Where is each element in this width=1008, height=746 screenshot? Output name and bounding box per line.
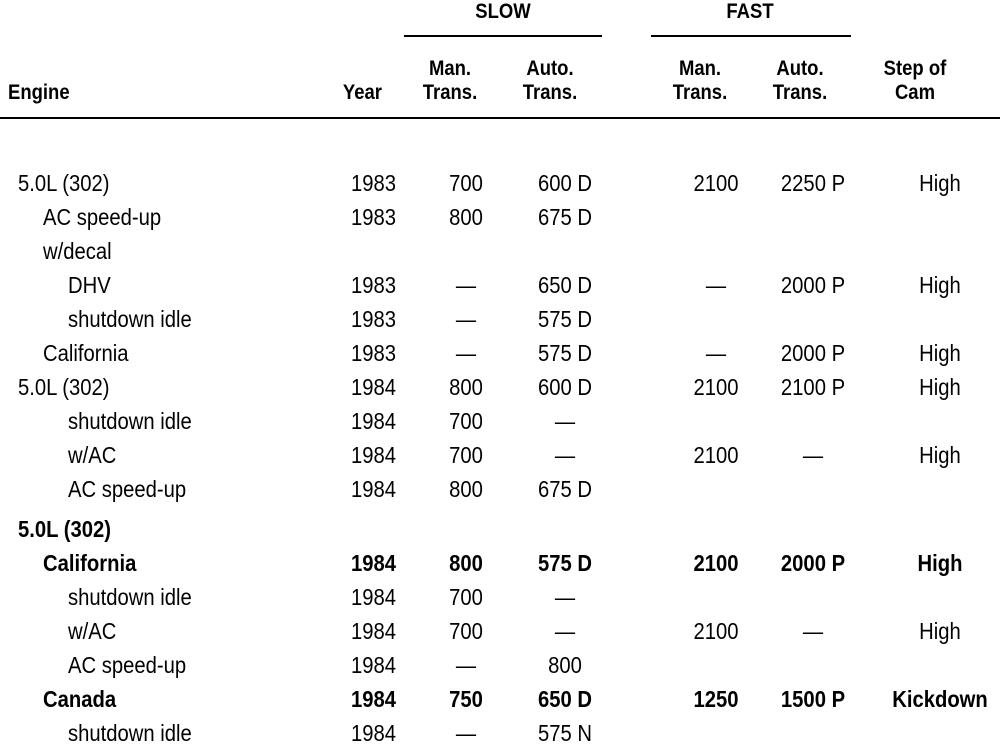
cell: High (919, 340, 961, 366)
row-label: Canada (43, 686, 117, 712)
column-header: Man. Trans. (422, 57, 478, 104)
cell: 1984 (350, 374, 396, 400)
cell: 1500 P (780, 686, 846, 712)
cell: 2100 (693, 374, 739, 400)
cell: 575 D (537, 306, 593, 332)
cell: — (802, 618, 824, 644)
cell: High (919, 442, 961, 468)
row-label: AC speed-up (68, 652, 187, 678)
cell: — (554, 618, 576, 644)
row-label: 5.0L (302) (18, 516, 112, 542)
cell: — (455, 652, 477, 678)
cell: 800 (449, 476, 483, 502)
cell: 1984 (350, 720, 396, 746)
column-header: Man. Trans. (672, 57, 728, 104)
cell: High (919, 170, 961, 196)
row-label: shutdown idle (68, 408, 192, 434)
cell: 2100 (693, 550, 739, 576)
cell: — (455, 720, 477, 746)
cell: 1984 (350, 584, 396, 610)
cell: 1983 (350, 170, 396, 196)
cell: 1983 (350, 306, 396, 332)
row-label: shutdown idle (68, 720, 192, 746)
cell: 800 (449, 204, 483, 230)
cell: — (802, 442, 824, 468)
row-label: shutdown idle (68, 584, 192, 610)
cell: 650 D (537, 272, 593, 298)
row-label: California (43, 550, 137, 576)
cell: High (919, 618, 961, 644)
cell: 2000 P (780, 272, 846, 298)
cell: 1984 (350, 408, 396, 434)
cell: — (455, 272, 477, 298)
cell: 1250 (693, 686, 739, 712)
row-label: DHV (68, 272, 111, 298)
cell: 2100 (693, 618, 739, 644)
row-label: AC speed-up (68, 476, 187, 502)
cell: 600 D (537, 170, 593, 196)
cell: — (455, 340, 477, 366)
cell: — (554, 442, 576, 468)
cell: 700 (449, 442, 483, 468)
cell: — (554, 584, 576, 610)
group-rule (651, 35, 851, 37)
header-rule (0, 117, 1000, 119)
column-header: Auto. Trans. (772, 57, 828, 104)
row-label: AC speed-up (43, 204, 162, 230)
cell: High (919, 374, 961, 400)
cell: 575 D (537, 340, 593, 366)
cell: — (705, 340, 727, 366)
cell: 575 D (537, 550, 593, 576)
cell: 1984 (350, 686, 396, 712)
cell: — (455, 306, 477, 332)
cell: 800 (548, 652, 582, 678)
row-label: California (43, 340, 129, 366)
cell: 1983 (350, 340, 396, 366)
cell: 700 (449, 408, 483, 434)
cell: 1984 (350, 618, 396, 644)
cell: 1984 (350, 550, 396, 576)
cell: 2000 P (780, 340, 846, 366)
cell: 2100 (693, 442, 739, 468)
cell: 1984 (350, 442, 396, 468)
row-label: w/AC (68, 618, 117, 644)
row-label: 5.0L (302) (18, 374, 110, 400)
column-header: Engine (8, 81, 70, 104)
cell: 675 D (537, 476, 593, 502)
cell: 1984 (350, 652, 396, 678)
cell: — (554, 408, 576, 434)
group-header: FAST (726, 0, 774, 23)
cell: 2250 P (780, 170, 846, 196)
cell: 700 (449, 584, 483, 610)
cell: — (705, 272, 727, 298)
cell: 700 (449, 170, 483, 196)
cell: 1983 (350, 272, 396, 298)
cell: 750 (449, 686, 483, 712)
group-rule (404, 35, 602, 37)
cell: 800 (449, 374, 483, 400)
cell: 2000 P (780, 550, 846, 576)
cell: 600 D (537, 374, 593, 400)
cell: 800 (449, 550, 483, 576)
cell: High (917, 550, 963, 576)
cell: 675 D (537, 204, 593, 230)
cell: 650 D (537, 686, 593, 712)
row-label: w/decal (43, 238, 112, 264)
row-label: w/AC (68, 442, 117, 468)
column-header: Year (342, 81, 382, 104)
cell: 1984 (350, 476, 396, 502)
cell: 575 N (537, 720, 593, 746)
row-label: 5.0L (302) (18, 170, 110, 196)
cell: 2100 (693, 170, 739, 196)
column-header: Step of Cam (883, 57, 947, 104)
cell: 1983 (350, 204, 396, 230)
cell: 700 (449, 618, 483, 644)
column-header: Auto. Trans. (522, 57, 578, 104)
group-header: SLOW (475, 0, 531, 23)
row-label: shutdown idle (68, 306, 192, 332)
cell: Kickdown (892, 686, 988, 712)
cell: 2100 P (780, 374, 846, 400)
cell: High (919, 272, 961, 298)
